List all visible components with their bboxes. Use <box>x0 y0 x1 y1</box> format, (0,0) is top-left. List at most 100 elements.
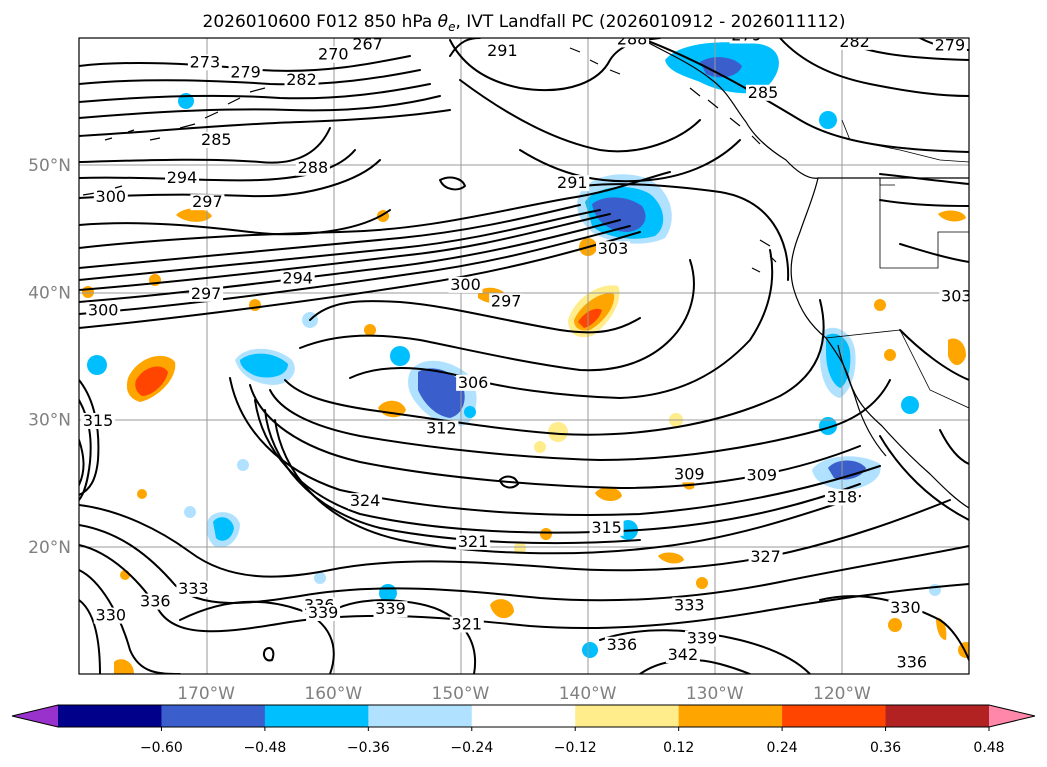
longitude-tick-label: 120°W <box>813 684 871 704</box>
colorbar-tick-label: 0.36 <box>870 740 901 756</box>
contour-label-background <box>485 42 520 59</box>
contour-label: 336 <box>140 592 171 611</box>
longitude-tick-label: 150°W <box>432 684 490 704</box>
colorbar-extend-high <box>989 705 1035 727</box>
latitude-tick-label: 50°N <box>28 156 71 176</box>
colorbar-segment <box>161 705 266 727</box>
colorbar-outline <box>11 704 1036 728</box>
contour-label: 336 <box>607 635 638 654</box>
contour-label: 336 <box>897 653 928 672</box>
graticule <box>79 38 969 674</box>
shade-region <box>114 659 134 674</box>
shade-region <box>901 396 919 414</box>
contour-label-background <box>894 654 929 671</box>
contour-label: 294 <box>282 269 313 288</box>
contour-label: 300 <box>96 187 127 206</box>
colorbar-segment <box>575 705 680 727</box>
contour-label-background <box>744 467 779 484</box>
colorbar-segment <box>678 705 783 727</box>
contour-label: 330 <box>890 598 921 617</box>
contour-label: 291 <box>487 41 518 60</box>
longitude-labels: 170°W 160°W 150°W 140°W 130°W 120°W <box>177 684 871 704</box>
shade-region <box>176 208 212 222</box>
contour-label: 303 <box>941 286 972 305</box>
contour-label: 309 <box>747 466 778 485</box>
shade-region <box>828 460 866 480</box>
shade-region <box>490 599 514 619</box>
contour-label: 306 <box>458 373 489 392</box>
longitude-tick-label: 160°W <box>304 684 362 704</box>
contour-label: 327 <box>750 547 781 566</box>
colorbar: −0.60 −0.48 −0.36 −0.24 −0.12 0.12 0.24 0.36 0.4… <box>11 704 1036 756</box>
shade-region <box>874 299 886 311</box>
contour-label-background <box>228 64 263 81</box>
contour-label: 300 <box>450 275 481 294</box>
contour-label: 333 <box>178 579 209 598</box>
colorbar-segment <box>58 705 162 727</box>
contour-label-background <box>449 616 484 633</box>
contour-label: 294 <box>167 168 198 187</box>
contour-label-background <box>888 599 923 616</box>
shade-region <box>938 210 966 222</box>
contour-label: 309 <box>674 464 705 483</box>
contour-label: 297 <box>191 284 222 303</box>
contour-label-background <box>190 194 225 211</box>
shade-region <box>213 517 234 541</box>
contour-label: 315 <box>591 518 622 537</box>
shade-region <box>87 355 107 375</box>
contour-label-background <box>93 189 128 206</box>
contour-label-background <box>456 374 491 391</box>
contour-label-background <box>138 593 173 610</box>
contour-label-background <box>456 533 491 550</box>
contour-label: 321 <box>458 532 489 551</box>
contour-label: 297 <box>192 192 223 211</box>
shade-region <box>514 542 526 554</box>
contour-label-background <box>932 38 967 54</box>
colorbar-tick-label: 0.48 <box>973 740 1004 756</box>
contour-label: 279 <box>230 62 261 81</box>
contour-label-background <box>81 413 116 429</box>
contour-label-background <box>672 466 707 483</box>
contour-label: 312 <box>426 419 457 438</box>
longitude-tick-label: 140°W <box>559 684 617 704</box>
shade-region <box>464 406 476 418</box>
colorbar-segment <box>471 705 576 727</box>
contour-label: 285 <box>201 130 232 149</box>
colorbar-tick-label: −0.48 <box>243 740 286 756</box>
colorbar-segment <box>264 705 369 727</box>
contour-label: 324 <box>350 491 381 510</box>
colorbar-tick-label: 0.24 <box>767 740 798 756</box>
contour-label: 342 <box>668 645 699 664</box>
contour-label: 279 <box>731 26 762 45</box>
contour-label: 321 <box>452 615 483 634</box>
contour-label-background <box>837 38 872 50</box>
colorbar-extend-low <box>12 705 58 727</box>
contour-label-background <box>604 636 639 653</box>
contour-label-background <box>199 131 234 148</box>
contour-label-background <box>165 170 199 186</box>
shade-region <box>548 422 568 442</box>
shade-region <box>390 346 410 366</box>
contour-label: 339 <box>308 603 339 622</box>
contour-label-background <box>448 276 483 293</box>
contour-label-background <box>306 605 341 621</box>
shade-region <box>888 618 902 632</box>
shade-region <box>595 487 622 502</box>
shade-region <box>364 324 376 336</box>
contour-label: 318 <box>827 487 858 506</box>
colorbar-tick-label: −0.12 <box>554 740 597 756</box>
shade-region <box>184 506 196 518</box>
shade-region <box>540 528 552 540</box>
shade-region <box>314 572 326 584</box>
figure-title: 2026010600 F012 850 hPa θe, IVT Landfall… <box>203 12 846 34</box>
contour-label: 291 <box>557 173 588 192</box>
contour-label: 273 <box>190 52 221 71</box>
contour-label-background <box>187 54 222 71</box>
latitude-labels: 50°N 40°N 30°N 20°N <box>28 156 71 558</box>
contour-label-background <box>729 38 764 44</box>
contour-label: 333 <box>674 595 705 614</box>
contour-label-background <box>284 72 319 89</box>
contour-label: 270 <box>318 45 349 64</box>
contour-label-background <box>555 175 590 192</box>
contour-label-background <box>685 630 719 647</box>
